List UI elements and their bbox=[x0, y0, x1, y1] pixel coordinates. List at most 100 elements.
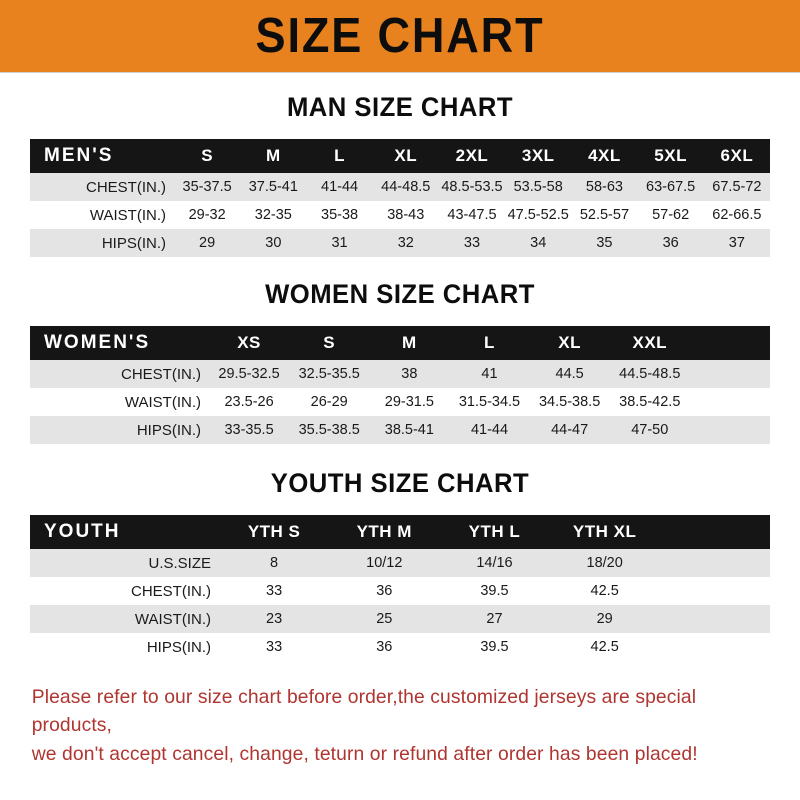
youth-ussize-l: 14/16 bbox=[476, 555, 513, 571]
women-section-title: WOMEN SIZE CHART bbox=[265, 279, 535, 309]
youth-size-col-1: YTH M bbox=[356, 522, 412, 541]
youth-hips-spacer bbox=[660, 633, 770, 661]
table-row: CHEST(IN.) 33 36 39.5 42.5 bbox=[30, 577, 770, 605]
women-hips-xxl: 47-50 bbox=[631, 422, 669, 438]
order-policy-note-line-2: we don't accept cancel, change, teturn o… bbox=[31, 742, 698, 765]
women-waist-spacer bbox=[690, 388, 770, 416]
man-waist-m: 32-35 bbox=[254, 207, 292, 223]
youth-size-table: YOUTH YTH S YTH M YTH L YTH XL U.S.SIZE … bbox=[30, 515, 770, 661]
man-hips-2xl: 33 bbox=[463, 235, 481, 251]
youth-row-label-ussize: U.S.SIZE bbox=[148, 554, 211, 572]
man-row-header-label: MEN'S bbox=[44, 145, 114, 166]
women-row-label-chest: CHEST(IN.) bbox=[121, 365, 201, 383]
man-table-body: CHEST(IN.) 35-37.5 37.5-41 41-44 44-48.5… bbox=[30, 173, 770, 257]
women-row-header-label: WOMEN'S bbox=[44, 332, 151, 353]
youth-hips-s: 33 bbox=[266, 639, 283, 655]
women-header-spacer bbox=[690, 326, 770, 360]
youth-size-col-0: YTH S bbox=[247, 522, 301, 541]
man-hips-m: 30 bbox=[265, 235, 282, 251]
women-hips-m: 38.5-41 bbox=[384, 422, 434, 438]
women-chest-m: 38 bbox=[401, 366, 418, 382]
man-hips-5xl: 36 bbox=[662, 235, 679, 251]
women-size-col-4: XL bbox=[558, 333, 581, 352]
table-row: WAIST(IN.) 23 25 27 29 bbox=[30, 605, 770, 633]
women-hips-xl: 44-47 bbox=[551, 422, 589, 438]
man-table-header: MEN'S S M L XL 2XL 3XL 4XL 5XL 6XL bbox=[30, 139, 770, 173]
man-section-title: MAN SIZE CHART bbox=[286, 92, 514, 122]
order-policy-note-line-1: Please refer to our size chart before or… bbox=[31, 686, 697, 737]
women-waist-l: 31.5-34.5 bbox=[458, 394, 521, 410]
order-policy-note: Please refer to our size chart before or… bbox=[32, 683, 769, 768]
man-waist-4xl: 52.5-57 bbox=[579, 207, 630, 223]
women-size-col-0: XS bbox=[237, 333, 261, 352]
women-size-col-3: L bbox=[484, 333, 495, 352]
man-hips-6xl: 37 bbox=[728, 235, 745, 251]
man-chest-xl: 44-48.5 bbox=[381, 179, 431, 195]
women-chest-spacer bbox=[690, 360, 770, 388]
youth-table-header: YOUTH YTH S YTH M YTH L YTH XL bbox=[30, 515, 770, 549]
youth-row-header-label: YOUTH bbox=[44, 521, 121, 542]
youth-chest-s: 33 bbox=[266, 583, 283, 599]
youth-waist-xl: 29 bbox=[596, 611, 613, 627]
man-chest-l: 41-44 bbox=[321, 179, 359, 195]
man-row-label-chest: CHEST(IN.) bbox=[86, 178, 166, 196]
women-waist-xs: 23.5-26 bbox=[224, 394, 274, 410]
man-size-table: MEN'S S M L XL 2XL 3XL 4XL 5XL 6XL CHEST… bbox=[30, 139, 770, 257]
youth-chest-xl: 42.5 bbox=[590, 583, 619, 599]
man-size-col-0: S bbox=[201, 146, 214, 165]
women-waist-xl: 34.5-38.5 bbox=[538, 394, 601, 410]
man-chest-6xl: 67.5-72 bbox=[712, 179, 762, 195]
youth-section-title: YOUTH SIZE CHART bbox=[270, 468, 530, 498]
youth-ussize-m: 10/12 bbox=[366, 555, 403, 571]
youth-chest-spacer bbox=[660, 577, 770, 605]
man-chest-5xl: 63-67.5 bbox=[646, 179, 696, 195]
women-row-label-waist: WAIST(IN.) bbox=[124, 393, 201, 411]
youth-hips-m: 36 bbox=[376, 639, 393, 655]
women-waist-s: 26-29 bbox=[310, 394, 348, 410]
table-row: WAIST(IN.) 23.5-26 26-29 29-31.5 31.5-34… bbox=[30, 388, 770, 416]
youth-waist-s: 23 bbox=[266, 611, 283, 627]
women-header-row: WOMEN'S XS S M L XL XXL bbox=[30, 326, 770, 360]
women-hips-xs: 33-35.5 bbox=[224, 422, 274, 438]
youth-row-label-hips: HIPS(IN.) bbox=[146, 638, 211, 656]
women-size-col-5: XXL bbox=[632, 333, 668, 352]
women-hips-s: 35.5-38.5 bbox=[298, 422, 360, 438]
youth-waist-spacer bbox=[660, 605, 770, 633]
women-hips-l: 41-44 bbox=[470, 422, 509, 438]
women-chest-xl: 44.5 bbox=[555, 366, 584, 382]
man-size-col-5: 3XL bbox=[521, 146, 555, 165]
man-waist-6xl: 62-66.5 bbox=[712, 207, 762, 223]
man-waist-2xl: 43-47.5 bbox=[447, 207, 497, 223]
youth-ussize-xl: 18/20 bbox=[586, 555, 623, 571]
man-waist-xl: 38-43 bbox=[387, 207, 425, 223]
women-waist-xxl: 38.5-42.5 bbox=[619, 394, 681, 410]
women-chest-xxl: 44.5-48.5 bbox=[619, 366, 681, 382]
man-size-col-7: 5XL bbox=[654, 146, 687, 165]
youth-waist-m: 25 bbox=[376, 611, 393, 627]
youth-hips-xl: 42.5 bbox=[590, 639, 619, 655]
youth-waist-l: 27 bbox=[486, 611, 503, 627]
man-hips-xl: 32 bbox=[397, 235, 414, 251]
man-header-row: MEN'S S M L XL 2XL 3XL 4XL 5XL 6XL bbox=[30, 139, 770, 173]
women-chest-l: 41 bbox=[481, 366, 498, 382]
man-size-col-1: M bbox=[265, 146, 281, 165]
table-row: CHEST(IN.) 35-37.5 37.5-41 41-44 44-48.5… bbox=[30, 173, 770, 201]
banner-title: SIZE CHART bbox=[255, 8, 545, 63]
youth-table-body: U.S.SIZE 8 10/12 14/16 18/20 CHEST(IN.) … bbox=[30, 549, 770, 661]
man-size-col-4: 2XL bbox=[455, 146, 489, 165]
man-hips-s: 29 bbox=[199, 235, 216, 251]
man-hips-4xl: 35 bbox=[596, 235, 613, 251]
man-waist-5xl: 57-62 bbox=[652, 207, 690, 223]
youth-header-row: YOUTH YTH S YTH M YTH L YTH XL bbox=[30, 515, 770, 549]
women-table-body: CHEST(IN.) 29.5-32.5 32.5-35.5 38 41 44.… bbox=[30, 360, 770, 444]
man-chest-4xl: 58-63 bbox=[585, 179, 623, 195]
women-size-col-1: S bbox=[323, 333, 336, 352]
man-chest-s: 35-37.5 bbox=[182, 179, 232, 195]
man-waist-l: 35-38 bbox=[321, 207, 359, 223]
women-waist-m: 29-31.5 bbox=[384, 394, 434, 410]
youth-size-col-2: YTH L bbox=[468, 522, 521, 541]
man-row-label-hips: HIPS(IN.) bbox=[101, 234, 166, 252]
man-size-col-6: 4XL bbox=[588, 146, 621, 165]
man-size-col-8: 6XL bbox=[720, 146, 754, 165]
size-chart-banner: SIZE CHART bbox=[0, 0, 800, 73]
